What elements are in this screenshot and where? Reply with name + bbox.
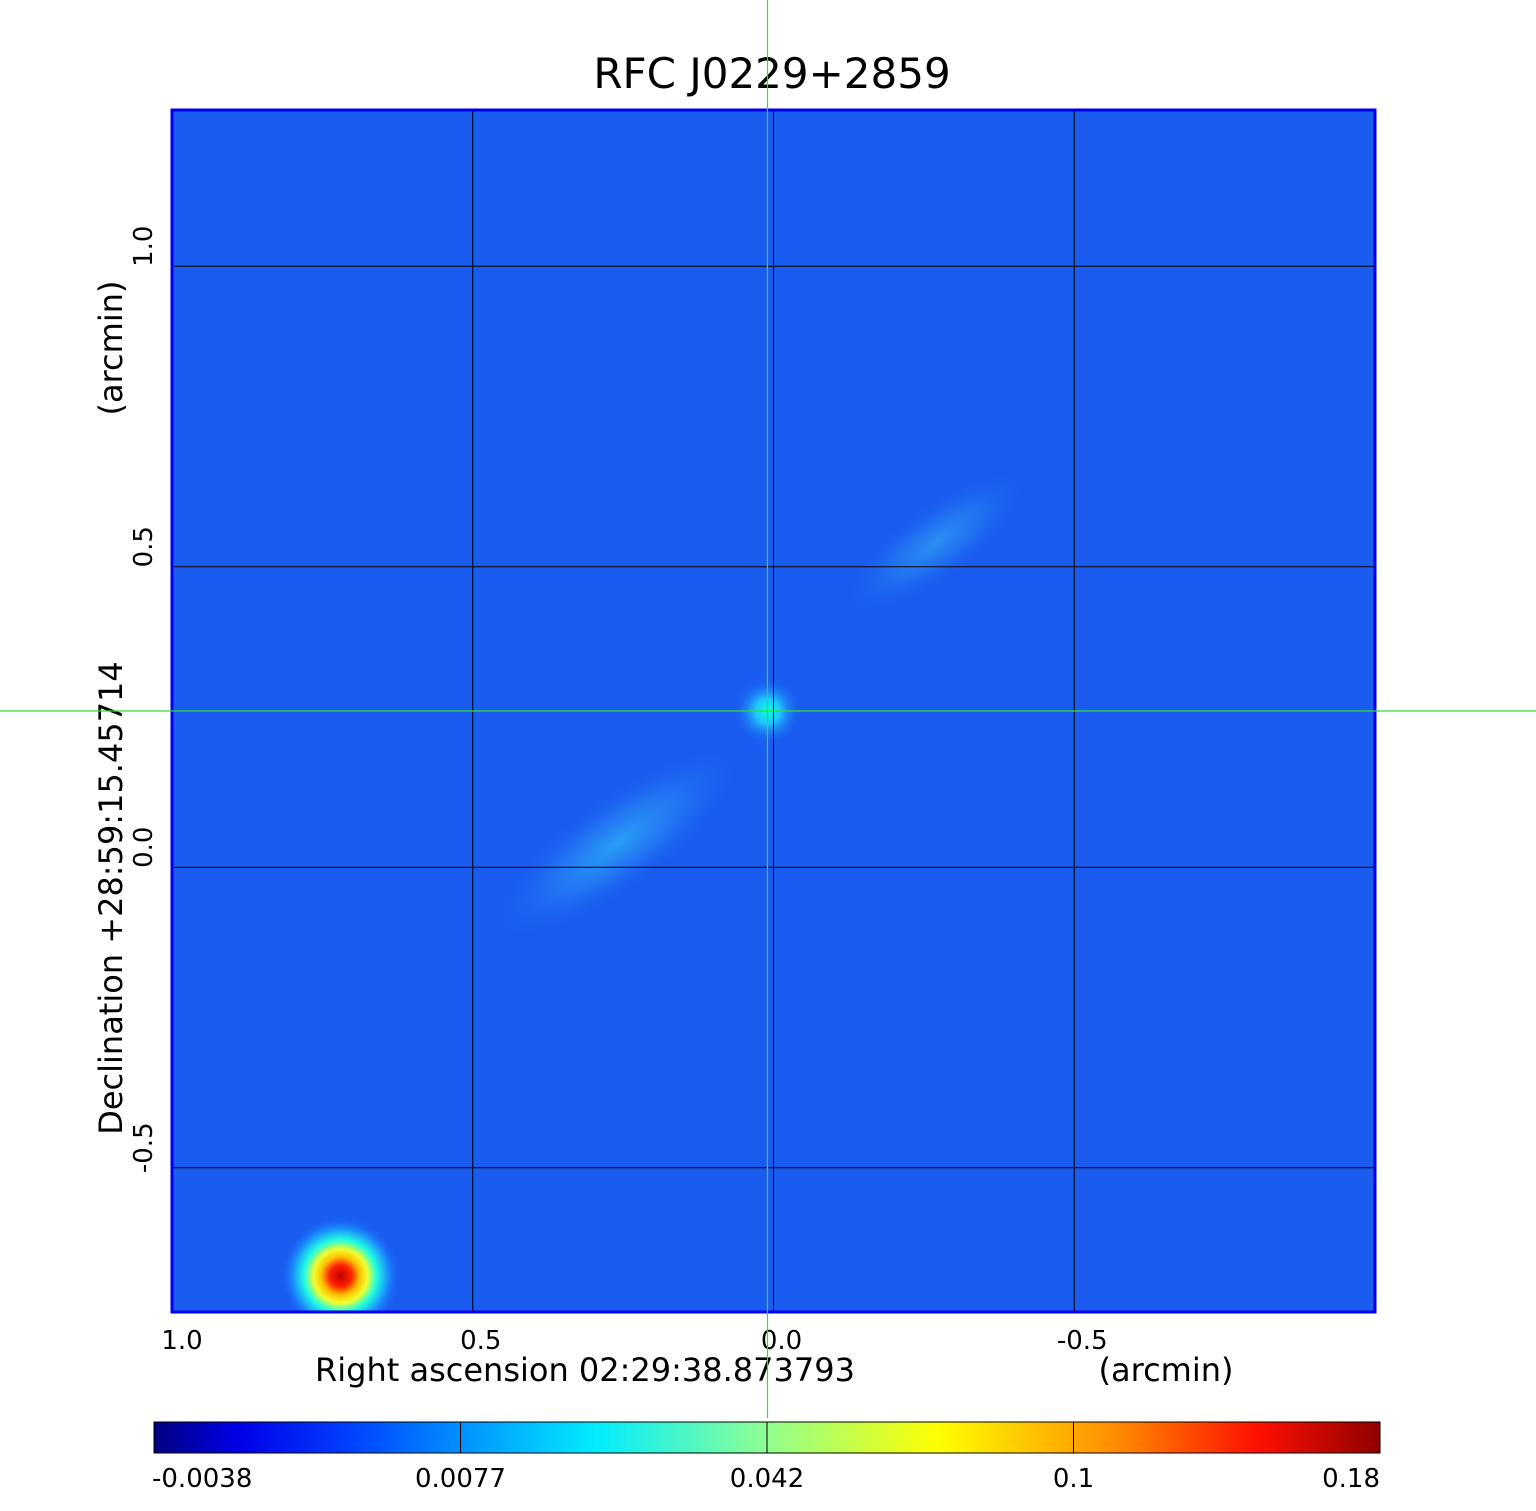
y-axis-unit: (arcmin)	[92, 281, 130, 416]
colorbar-tick-label: 0.1	[1053, 1464, 1094, 1494]
colorbar-tick-label: 0.0077	[415, 1464, 506, 1494]
plot-area	[170, 108, 1377, 1314]
source-jet-northwest	[844, 471, 1028, 615]
source-bright-source	[280, 1215, 401, 1312]
y-tick-label: -0.5	[129, 1122, 159, 1173]
y-tick-label: 0.5	[129, 526, 159, 567]
x-tick-label: 0.5	[460, 1326, 501, 1356]
x-tick-label: 1.0	[161, 1326, 202, 1356]
y-axis-label: Declination +28:59:15.45714	[92, 661, 130, 1135]
chart-title: RFC J0229+2859	[593, 49, 950, 98]
source-jet-southeast	[492, 746, 742, 940]
x-tick-label: -0.5	[1057, 1326, 1108, 1356]
colorbar: -0.0038 0.0077 0.042 0.1 0.18	[152, 1421, 1381, 1494]
x-axis-label: Right ascension 02:29:38.873793	[315, 1351, 855, 1389]
x-axis-unit: (arcmin)	[1099, 1351, 1234, 1389]
colorbar-tick-label: -0.0038	[152, 1464, 252, 1494]
y-tick-label: 1.0	[129, 226, 159, 267]
y-tick-label: 0.0	[129, 827, 159, 868]
colorbar-tick-labels: -0.0038 0.0077 0.042 0.1 0.18	[152, 1422, 1381, 1494]
y-tick-labels: 1.0 0.5 0.0 -0.5	[129, 226, 159, 1174]
colorbar-tick-label: 0.18	[1322, 1464, 1380, 1494]
crosshair	[0, 0, 1536, 1418]
colorbar-tick-label: 0.042	[730, 1464, 804, 1494]
